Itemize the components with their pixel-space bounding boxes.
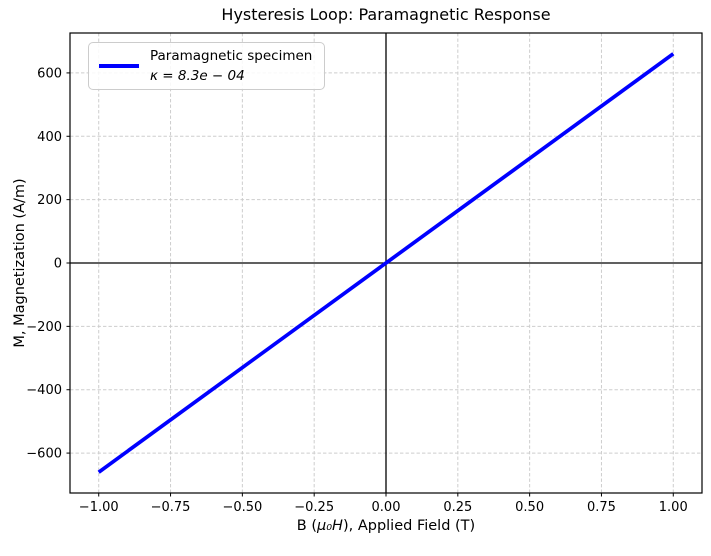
legend-series-label: Paramagnetic specimen xyxy=(150,48,313,64)
x-tick-label: 0.50 xyxy=(515,500,544,515)
legend-series-sublabel: κ = 8.3e − 04 xyxy=(150,68,245,84)
x-axis-label: B (μ₀H), Applied Field (T) xyxy=(70,517,702,535)
y-tick-label: −200 xyxy=(26,320,62,335)
legend: Paramagnetic specimen κ = 8.3e − 04 xyxy=(88,42,326,90)
chart-title: Hysteresis Loop: Paramagnetic Response xyxy=(221,5,551,24)
x-axis-label-post: ), Applied Field (T) xyxy=(342,518,476,534)
y-tick-label: −400 xyxy=(26,383,62,398)
x-tick-label: −0.50 xyxy=(222,500,262,515)
x-tick-label: −1.00 xyxy=(79,500,119,515)
x-tick-label: −0.75 xyxy=(151,500,191,515)
legend-line-swatch xyxy=(99,64,139,68)
x-axis-label-math: μ₀H xyxy=(317,518,343,534)
x-tick-label: 0.00 xyxy=(372,500,401,515)
y-tick-label: −600 xyxy=(26,447,62,462)
x-tick-label: −0.25 xyxy=(294,500,334,515)
x-axis-label-pre: B ( xyxy=(296,518,317,534)
y-tick-label: 600 xyxy=(37,66,62,81)
x-tick-label: 0.75 xyxy=(587,500,616,515)
y-tick-label: 400 xyxy=(37,130,62,145)
y-tick-label: 0 xyxy=(54,257,62,272)
y-tick-label: 200 xyxy=(37,193,62,208)
series-line xyxy=(97,52,675,474)
x-tick-label: 1.00 xyxy=(659,500,688,515)
x-tick-label: 0.25 xyxy=(443,500,472,515)
y-axis-label: M, Magnetization (A/m) xyxy=(12,178,28,348)
legend-text: Paramagnetic specimen κ = 8.3e − 04 xyxy=(150,46,312,86)
